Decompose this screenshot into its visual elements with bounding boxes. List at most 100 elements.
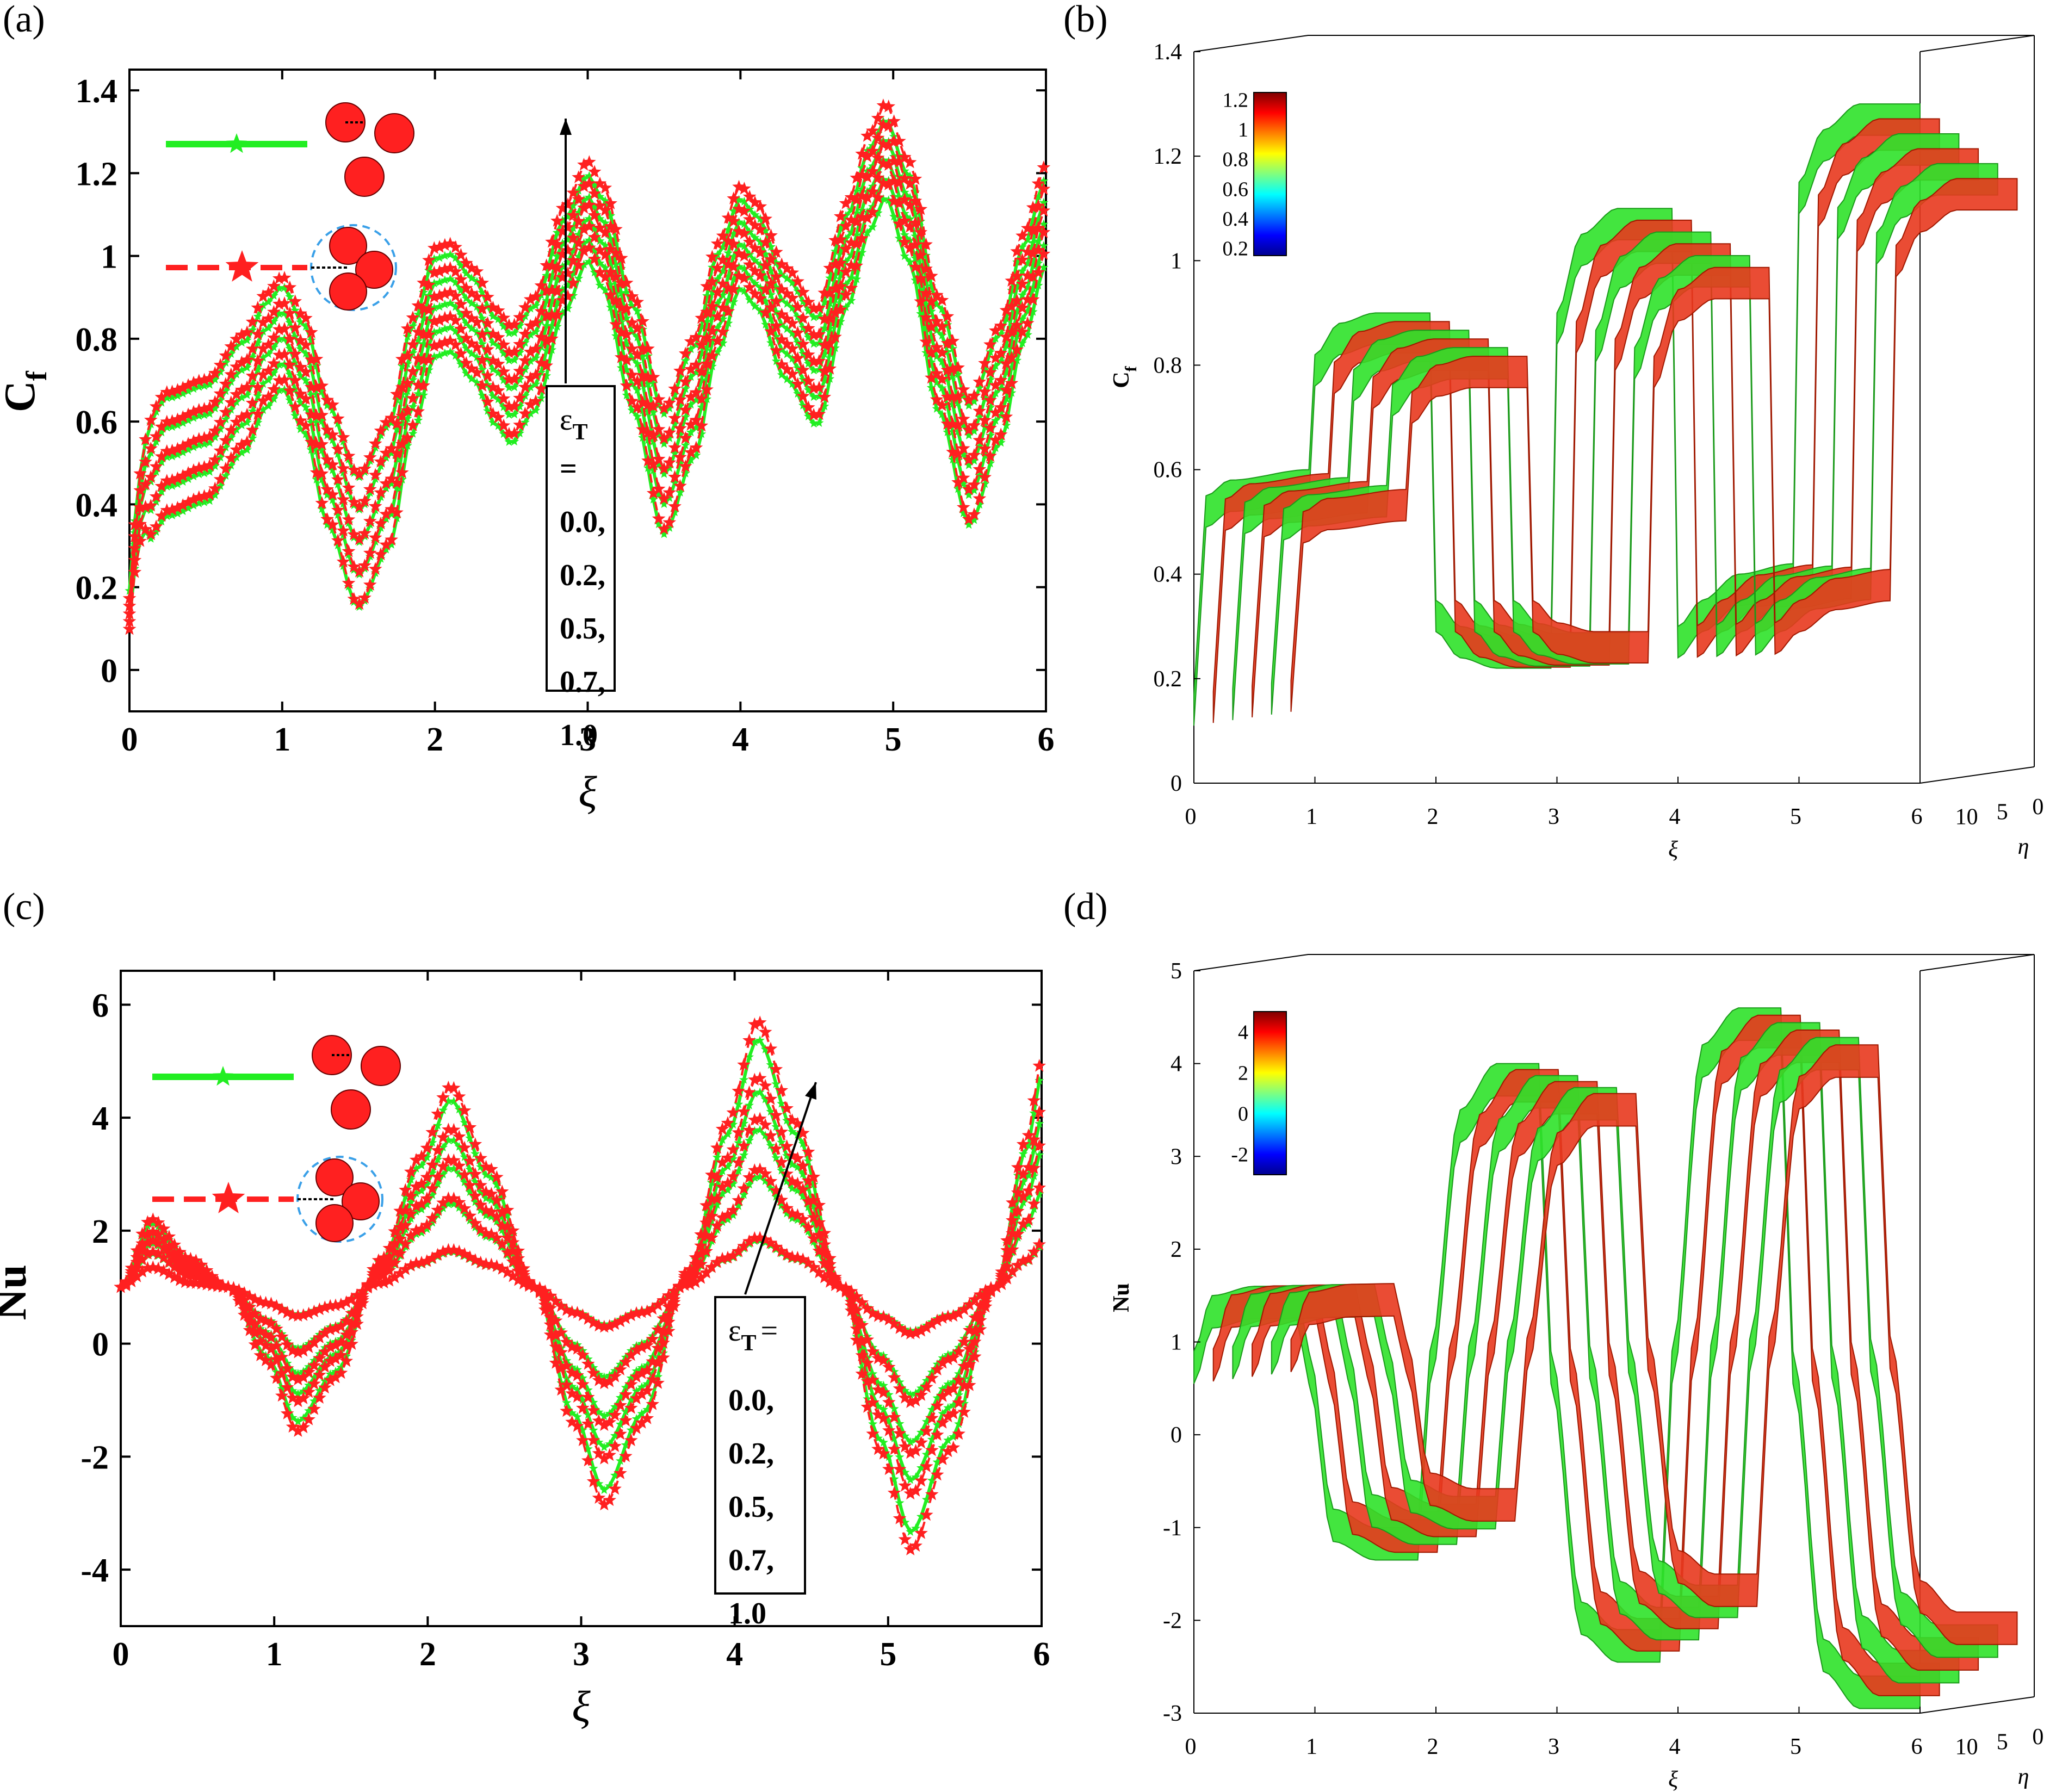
series-aggregate-marker bbox=[823, 286, 837, 299]
series-cluster-marker bbox=[932, 1393, 942, 1402]
series-cluster-marker bbox=[728, 1119, 738, 1128]
series-aggregate-marker bbox=[683, 1262, 697, 1275]
series-cluster-marker bbox=[734, 1201, 744, 1210]
series-cluster-marker bbox=[825, 324, 835, 333]
series-aggregate-marker bbox=[646, 1301, 660, 1315]
series-cluster-marker bbox=[424, 365, 434, 374]
series-cluster-marker bbox=[476, 1162, 486, 1171]
series-cluster-marker bbox=[258, 405, 268, 414]
series-aggregate-marker bbox=[865, 164, 880, 177]
series-aggregate-marker bbox=[486, 380, 500, 393]
series-aggregate-marker bbox=[941, 1352, 955, 1366]
series-aggregate-marker bbox=[277, 373, 292, 386]
series-aggregate-marker bbox=[920, 1320, 933, 1334]
series-cluster-marker bbox=[574, 251, 584, 261]
series-aggregate-marker bbox=[625, 289, 639, 302]
series-aggregate-marker bbox=[390, 446, 404, 460]
series-cluster-marker bbox=[638, 325, 648, 334]
series-cluster-marker bbox=[288, 1412, 298, 1422]
series-aggregate-marker bbox=[893, 1321, 907, 1334]
series-cluster-marker bbox=[627, 301, 637, 310]
series-aggregate-marker bbox=[486, 300, 500, 314]
series-aggregate-marker bbox=[224, 367, 238, 381]
series-cluster-marker bbox=[921, 299, 931, 308]
series-aggregate-marker bbox=[994, 427, 1008, 441]
series-aggregate-marker bbox=[978, 385, 992, 398]
series-aggregate-marker bbox=[753, 1162, 767, 1175]
series-aggregate-marker bbox=[277, 321, 292, 335]
series-cluster-marker bbox=[782, 1208, 792, 1218]
series-aggregate-marker bbox=[139, 455, 152, 468]
series-cluster-marker bbox=[205, 467, 214, 476]
series-aggregate-marker bbox=[283, 280, 297, 294]
series-aggregate-marker bbox=[275, 1330, 289, 1343]
series-aggregate-marker bbox=[304, 325, 318, 338]
series-aggregate-marker bbox=[914, 1388, 928, 1401]
series-aggregate-marker bbox=[839, 196, 853, 209]
series-cluster-marker bbox=[697, 348, 707, 357]
series-aggregate-marker bbox=[192, 461, 206, 474]
series-cluster-marker bbox=[327, 465, 338, 474]
series-cluster-marker bbox=[782, 1151, 792, 1160]
series-aggregate-marker bbox=[203, 487, 216, 501]
series-aggregate-marker bbox=[652, 392, 666, 406]
x-tick-label: 1 bbox=[266, 1636, 283, 1673]
series-aggregate-marker bbox=[280, 1380, 294, 1393]
series-aggregate-marker bbox=[442, 1243, 455, 1256]
series-cluster-marker bbox=[680, 440, 690, 449]
series-aggregate-marker bbox=[377, 1250, 391, 1264]
series-aggregate-marker bbox=[1027, 1093, 1041, 1107]
series-aggregate-marker bbox=[187, 492, 201, 506]
series-aggregate-marker bbox=[347, 528, 361, 541]
series-cluster-marker bbox=[723, 318, 733, 327]
series-aggregate-marker bbox=[189, 1269, 203, 1282]
series-cluster-marker bbox=[525, 330, 535, 339]
series-cluster-marker bbox=[702, 394, 712, 404]
series-cluster-marker bbox=[948, 399, 958, 408]
series-aggregate-marker bbox=[652, 422, 666, 436]
series-aggregate-marker bbox=[716, 325, 730, 338]
series-aggregate-marker bbox=[770, 319, 783, 332]
series-aggregate-marker bbox=[497, 392, 511, 405]
series-aggregate-marker bbox=[796, 311, 810, 324]
series-aggregate-marker bbox=[855, 210, 869, 224]
series-cluster-marker bbox=[964, 490, 974, 499]
series-cluster-marker bbox=[499, 402, 509, 411]
series-cluster-marker bbox=[542, 270, 552, 280]
series-aggregate-marker bbox=[780, 337, 794, 350]
series-aggregate-marker bbox=[323, 1373, 337, 1386]
series-cluster-marker bbox=[578, 1395, 587, 1404]
series-aggregate-marker bbox=[566, 253, 580, 266]
series-aggregate-marker bbox=[983, 421, 997, 434]
series-aggregate-marker bbox=[178, 1250, 192, 1263]
series-cluster-marker bbox=[400, 1224, 410, 1234]
series-aggregate-marker bbox=[149, 489, 163, 503]
series-aggregate-marker bbox=[957, 1335, 971, 1348]
series-aggregate-marker bbox=[320, 393, 334, 406]
series-aggregate-marker bbox=[452, 1244, 466, 1257]
series-cluster-marker bbox=[717, 1166, 727, 1175]
series-aggregate-marker bbox=[502, 399, 516, 413]
series-aggregate-marker bbox=[850, 1313, 864, 1326]
series-aggregate-marker bbox=[470, 315, 484, 328]
series-cluster-marker bbox=[440, 300, 450, 309]
series-aggregate-marker bbox=[1011, 1160, 1025, 1174]
series-aggregate-marker bbox=[571, 1306, 584, 1319]
series-aggregate-marker bbox=[176, 498, 190, 511]
series-cluster-marker bbox=[760, 1044, 770, 1053]
series-cluster-marker bbox=[959, 1399, 969, 1408]
series-aggregate-marker bbox=[844, 235, 858, 249]
series-cluster-marker bbox=[750, 256, 760, 265]
series-aggregate-marker bbox=[791, 1151, 804, 1164]
series-aggregate-marker bbox=[635, 1340, 649, 1354]
series-aggregate-marker bbox=[893, 1511, 907, 1524]
y-tick-label: 3 bbox=[1171, 1144, 1182, 1169]
series-cluster-marker bbox=[274, 308, 284, 318]
series-cluster-marker bbox=[643, 435, 653, 444]
series-aggregate-marker bbox=[640, 1338, 654, 1351]
series-aggregate-marker bbox=[549, 1313, 563, 1327]
series-cluster-marker bbox=[878, 1437, 888, 1447]
series-aggregate-marker bbox=[614, 1466, 627, 1479]
series-aggregate-marker bbox=[264, 1330, 278, 1343]
series-aggregate-marker bbox=[882, 158, 896, 171]
